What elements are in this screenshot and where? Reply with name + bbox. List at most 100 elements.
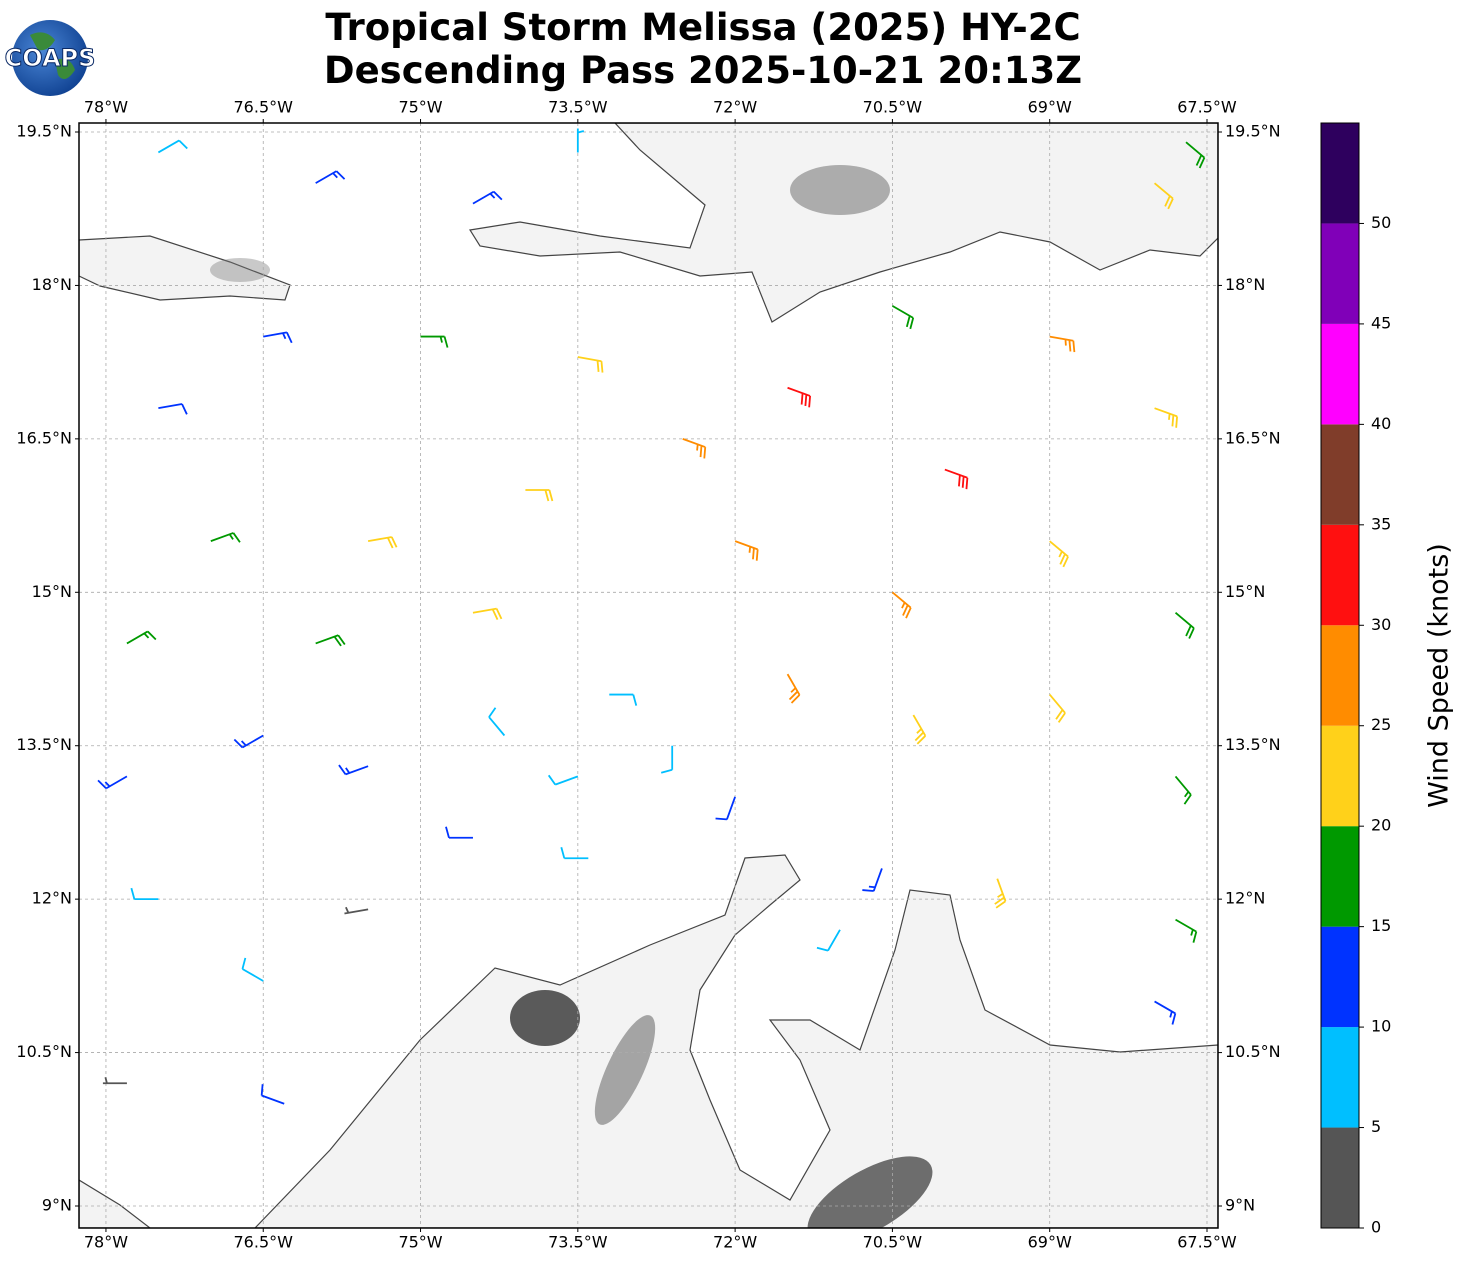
x-tick-label: 69°W [1028,98,1072,117]
y-tick-label: 19.5°N [16,122,72,141]
wind-barb [126,630,157,645]
colorbar-tick-label: 15 [1371,916,1391,935]
x-tick-label: 72°W [713,98,757,117]
colorbar-bin [1321,1027,1359,1128]
colorbar-bin [1321,725,1359,827]
wind-barb [1153,182,1174,210]
terrain [594,1015,656,1125]
x-tick-label: 70.5°W [863,1233,923,1252]
wind-barb [525,489,554,502]
wind-barb [130,887,159,901]
x-tick-label: 75°W [398,1233,442,1252]
colorbar-bin [1321,123,1359,224]
wind-barb [315,170,346,184]
wind-barb [233,734,264,749]
y-tick-label: 16.5°N [16,428,72,447]
wind-barb [1175,918,1198,943]
y-tick-label: 12°N [1225,889,1265,908]
wind-barb [488,707,506,737]
wind-barb [787,386,811,408]
wind-barb [715,796,736,821]
wind-barb [102,1077,127,1085]
logo-text: COAPS [5,44,96,72]
hispaniola [469,123,1218,323]
map-frame [78,122,1219,1229]
terrain [510,990,580,1046]
jamaica [79,235,291,301]
y-tick-label: 9°N [42,1196,72,1215]
wind-barb [576,128,585,153]
south-america [254,854,1218,1228]
y-tick-label: 19.5°N [1225,122,1281,141]
y-tick-label: 16.5°N [1225,428,1281,447]
y-tick-label: 15°N [32,582,72,601]
x-tick-label: 69°W [1028,1233,1072,1252]
y-tick-label: 13.5°N [1225,735,1281,754]
wind-barb [315,634,346,647]
colorbar-tick-label: 30 [1371,615,1391,634]
map-area [79,123,1218,1228]
terrain [210,258,270,282]
colorbar-bin [1321,926,1359,1028]
colorbar-tick-label: 20 [1371,816,1391,835]
wind-barb [560,846,589,860]
wind-barb [1174,612,1195,639]
wind-barb [547,774,579,786]
coast-west [79,1179,151,1228]
colorbar-tick-label: 5 [1371,1117,1381,1136]
colorbar-bin [1321,625,1359,726]
logo: COAPS [4,20,96,96]
x-tick-label: 73.5°W [548,98,608,117]
wind-barb [97,775,128,790]
colorbar-bin [1321,1127,1359,1228]
y-tick-label: 15°N [1225,582,1265,601]
wind-barb [420,335,449,348]
wind-barb [1049,540,1069,568]
x-tick-label: 76.5°W [234,1233,294,1252]
colorbar-tick-label: 25 [1371,715,1391,734]
axis-ticks: 78°W 78°W 76.5°W 76.5°W 75°W 75°W 73.5°W 73.5°W… [16,98,1280,1252]
colorbar: 0 5 10 15 20 25 30 35 40 45 50 Wind Speed (knots) [1320,122,1455,1237]
y-tick-label: 9°N [1225,1196,1255,1215]
x-tick-label: 70.5°W [863,98,923,117]
colorbar-bin [1321,524,1359,626]
wind-barb [891,305,915,330]
chart-subtitle: Descending Pass 2025-10-21 20:13Z [324,49,1082,92]
grid [79,123,1218,1228]
wind-barb [577,356,604,373]
wind-barb [445,826,473,839]
x-tick-label: 67.5°W [1177,98,1237,117]
y-tick-label: 10.5°N [16,1042,72,1061]
y-tick-label: 10.5°N [1225,1042,1281,1061]
wind-barb [1154,407,1179,428]
wind-barb [862,868,883,892]
wind-barb [158,403,188,415]
colorbar-tick-label: 45 [1371,313,1391,332]
wind-barb [260,1084,285,1105]
wind-barb [682,438,707,459]
colorbar-bin [1321,223,1359,324]
logo-globe [12,20,88,96]
y-tick-label: 18°N [32,275,72,294]
y-tick-label: 12°N [32,889,72,908]
wind-barb [472,607,503,620]
colorbar-tick-label: 0 [1371,1218,1381,1237]
wind-barb [338,764,369,776]
wind-barb [994,878,1007,909]
wind-barb [241,957,264,982]
colorbar-tick-label: 35 [1371,514,1391,533]
wind-barb [660,745,674,774]
wind-barb [734,540,759,561]
colorbar-tick-label: 10 [1371,1017,1391,1036]
wind-barb [367,536,398,549]
terrain [807,1156,933,1228]
wind-barb [1049,693,1066,723]
x-tick-label: 67.5°W [1177,1233,1237,1252]
colorbar-tick-label: 50 [1371,213,1391,232]
colorbar-bin [1321,424,1359,525]
colorbar-tick-label: 40 [1371,414,1391,433]
y-tick-label: 18°N [1225,275,1265,294]
x-tick-label: 78°W [84,1233,128,1252]
